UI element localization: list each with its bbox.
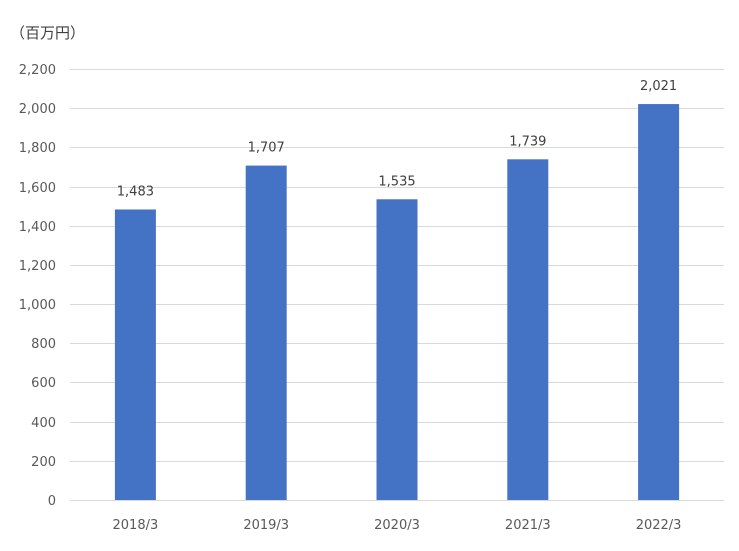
data-labels: 1,483 1,707 1,535 1,739 2,021: [117, 79, 677, 199]
x-tick-label: 2022/3: [636, 518, 682, 533]
x-tick-label: 2019/3: [243, 518, 289, 533]
x-axis-tick-labels: 2018/3 2019/3 2020/3 2021/3 2022/3: [113, 518, 682, 533]
y-tick-label: 1,600: [19, 181, 56, 196]
y-tick-label: 200: [31, 455, 56, 470]
y-tick-label: 2,200: [19, 63, 56, 78]
bar-data-label: 1,535: [378, 174, 415, 189]
y-tick-label: 1,000: [19, 298, 56, 313]
x-tick-label: 2021/3: [505, 518, 551, 533]
y-tick-label: 400: [31, 416, 56, 431]
y-tick-label: 600: [31, 376, 56, 391]
unit-label: （百万円）: [10, 24, 86, 42]
y-tick-label: 1,800: [19, 141, 56, 156]
y-tick-label: 1,400: [19, 220, 56, 235]
y-tick-label: 0: [48, 494, 56, 509]
y-tick-label: 1,200: [19, 259, 56, 274]
bar-data-label: 1,707: [248, 141, 285, 156]
bar: [114, 209, 156, 501]
bar-data-label: 2,021: [640, 79, 677, 94]
bar: [245, 165, 287, 500]
y-axis-tick-labels: 0 200 400 600 800 1,000 1,200 1,400 1,600 1,800 2,…: [19, 63, 56, 509]
y-tick-label: 800: [31, 337, 56, 352]
bar: [507, 159, 549, 500]
bar-data-label: 1,483: [117, 184, 154, 199]
bars: [114, 104, 680, 501]
bar: [376, 199, 418, 500]
x-tick-label: 2020/3: [374, 518, 420, 533]
y-tick-label: 2,000: [19, 102, 56, 117]
bar: [638, 104, 680, 501]
x-tick-label: 2018/3: [113, 518, 159, 533]
bar-data-label: 1,739: [509, 134, 546, 149]
